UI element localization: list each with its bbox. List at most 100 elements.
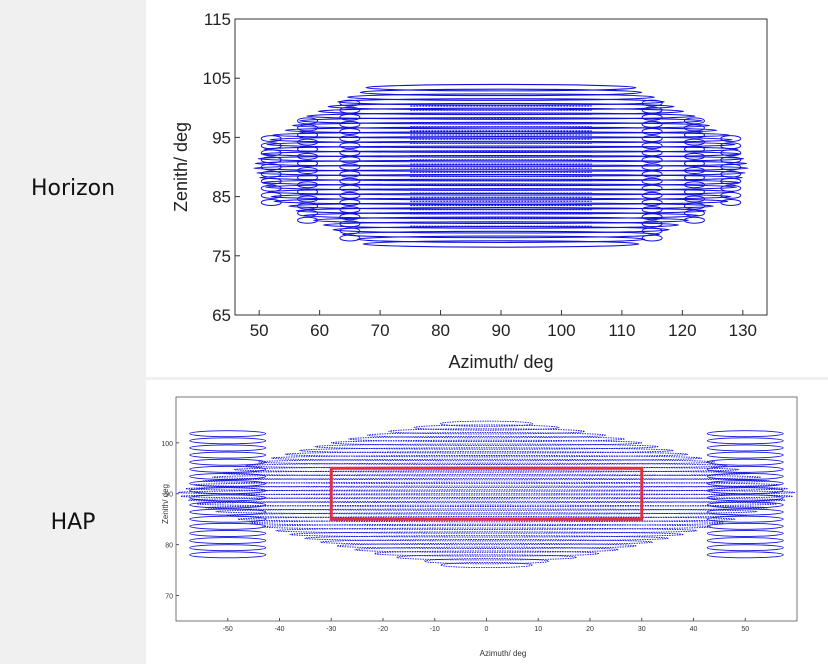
row-label-text: Horizon — [30, 176, 116, 201]
horizon-trajectory-loop — [346, 93, 656, 101]
horizon-trajectory-loop — [297, 131, 319, 139]
horizon-trajectory-loop — [683, 181, 705, 189]
horizon-trajectory-loop — [641, 120, 663, 128]
hap-x-tick-label: 0 — [485, 626, 489, 633]
horizon-trajectory-loop — [683, 188, 705, 196]
hap-trajectory-loop — [189, 551, 267, 559]
horizon-trajectory-loop — [260, 184, 282, 192]
horizon-trajectory-loop — [641, 177, 663, 185]
horizon-trajectory-loop — [253, 164, 749, 172]
row-divider — [0, 377, 828, 380]
horizon-trajectory-loop — [720, 149, 742, 157]
hap-trajectory-loop — [413, 424, 560, 431]
horizon-trajectory-loop — [720, 135, 742, 143]
hap-trajectory-loop — [706, 508, 784, 516]
horizon-trajectory-loop — [641, 135, 663, 143]
hap-trajectory-loop — [196, 500, 777, 507]
horizon-trajectory-loop — [297, 152, 319, 160]
horizon-trajectory-loop — [260, 163, 282, 171]
horizon-trajectory-loop — [641, 106, 663, 114]
horizon-x-tick-label: 60 — [310, 321, 329, 340]
hap-trajectory-loop — [189, 515, 267, 523]
hap-trajectory-loop — [189, 444, 267, 452]
horizon-trajectory-loop — [641, 156, 663, 164]
horizon-trajectory-loop — [339, 177, 361, 185]
horizon-trajectory-loop — [641, 99, 663, 107]
hap-trajectory-loop — [237, 516, 736, 523]
horizon-y-tick-label: 65 — [212, 306, 231, 325]
hap-trajectory-loop — [189, 501, 267, 509]
hap-x-tick-label: -50 — [223, 626, 233, 633]
horizon-trajectory-loop — [720, 177, 742, 185]
hap-trajectory-loop — [706, 522, 784, 530]
horizon-trajectory-loop — [683, 195, 705, 203]
horizon-trajectory-loop — [641, 206, 663, 214]
horizon-trajectory-loop — [641, 149, 663, 157]
hap-trajectory-loop — [189, 494, 267, 502]
horizon-trajectory-loop — [641, 127, 663, 135]
hap-trajectory-loop — [706, 494, 784, 502]
horizon-trajectory-loop — [683, 159, 705, 167]
hap-trajectory-loop — [275, 527, 698, 534]
horizon-trajectory-loop — [641, 213, 663, 221]
hap-trajectory-loop — [439, 420, 534, 427]
horizon-trajectory-loop — [356, 235, 646, 243]
horizon-trajectory-loop — [339, 113, 361, 121]
hap-trajectory-loop — [189, 437, 267, 445]
horizon-trajectory-loop — [339, 170, 361, 178]
horizon-trajectory-loop — [260, 142, 282, 150]
hap-x-tick-label: 20 — [586, 626, 594, 633]
hap-trajectory-loop — [185, 485, 788, 492]
hap-trajectory-loop — [706, 529, 784, 537]
horizon-y-axis-label: Zenith/ deg — [171, 122, 191, 212]
horizon-y-tick-label: 95 — [212, 128, 231, 147]
hap-trajectory-loop — [706, 465, 784, 473]
horizon-trajectory-loop — [339, 149, 361, 157]
hap-trajectory-loop — [396, 554, 577, 561]
hap-trajectory-loop — [706, 487, 784, 495]
horizon-trajectory-loop — [260, 191, 282, 199]
hap-trajectory-loop — [189, 451, 267, 459]
hap-trajectory-loop — [440, 561, 533, 569]
horizon-trajectory-loop — [339, 156, 361, 164]
horizon-trajectory-loop — [264, 183, 738, 191]
horizon-trajectory-loop — [339, 184, 361, 192]
hap-trajectory-cloud — [177, 420, 796, 569]
hap-trajectory-loop — [262, 523, 711, 530]
horizon-trajectory-loop — [641, 199, 663, 207]
horizon-trajectory-loop — [273, 197, 729, 206]
horizon-trajectory-loop — [297, 167, 319, 175]
horizon-trajectory-loop — [297, 216, 319, 224]
horizon-x-axis-label: Azimuth/ deg — [448, 352, 553, 372]
hap-trajectory-loop — [367, 432, 606, 439]
hap-y-tick-label: 80 — [165, 543, 173, 550]
hap-x-tick-label: 50 — [741, 626, 749, 633]
horizon-trajectory-loop — [272, 131, 730, 139]
horizon-trajectory-loop — [339, 135, 361, 143]
hap-trajectory-loop — [706, 544, 784, 552]
hap-x-ticks: -50 -40 -30 -20 -10 0 10 20 30 40 50 — [223, 618, 749, 633]
hap-trajectory-loop — [189, 508, 267, 516]
horizon-trajectory-loop — [641, 163, 663, 171]
horizon-trajectory-loop — [297, 188, 319, 196]
hap-trajectory-loop — [215, 508, 758, 515]
horizon-trajectory-loop — [339, 191, 361, 199]
horizon-trajectory-loop — [297, 159, 319, 167]
hap-trajectory-loop — [354, 546, 619, 553]
horizon-x-tick-label: 120 — [668, 321, 696, 340]
horizon-trajectory-loop — [339, 206, 361, 214]
horizon-x-tick-label: 90 — [492, 321, 511, 340]
horizon-trajectory-loop — [641, 170, 663, 178]
hap-y-tick-label: 100 — [161, 441, 173, 448]
horizon-y-tick-label: 105 — [203, 69, 231, 88]
horizon-trajectory-loop — [260, 177, 282, 185]
hap-trajectory-loop — [189, 480, 267, 487]
row-label-text: HAP — [50, 509, 96, 535]
hap-trajectory-loop — [189, 529, 267, 537]
hap-y-tick-label: 70 — [165, 594, 173, 601]
horizon-trajectory-loop — [297, 124, 319, 132]
hap-trajectory-loop — [187, 497, 786, 504]
hap-trajectory-loop — [189, 458, 267, 466]
horizon-y-tick-label: 75 — [212, 247, 231, 266]
hap-y-tick-label: 90 — [165, 492, 173, 499]
